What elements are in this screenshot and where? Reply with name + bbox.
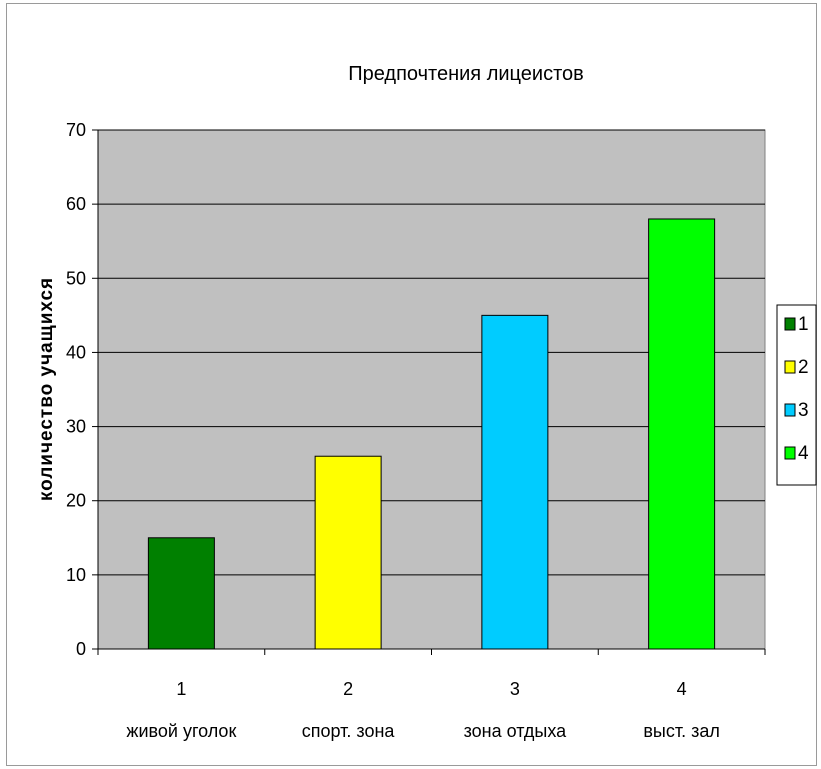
y-tick-label: 50 [66, 268, 86, 288]
x-tick-labels: 1 2 3 4 [176, 679, 686, 699]
legend-swatch [784, 317, 796, 331]
bar-2 [314, 455, 382, 650]
legend-label: 3 [798, 400, 809, 421]
bar-4 [648, 218, 716, 650]
category-name: живой уголок [126, 721, 236, 741]
category-name: выст. зал [643, 721, 720, 741]
y-axis-label: количество учащихся [36, 277, 57, 501]
category-names: живой уголок спорт. зона зона отдыха выст. … [126, 721, 719, 741]
y-tick-label: 0 [76, 639, 86, 659]
x-tick-label: 3 [510, 679, 520, 699]
y-tick-label: 40 [66, 342, 86, 362]
x-tick-label: 4 [677, 679, 687, 699]
category-name: зона отдыха [464, 721, 568, 741]
x-tick-label: 1 [176, 679, 186, 699]
legend-label: 4 [798, 443, 809, 464]
x-tick-label: 2 [343, 679, 353, 699]
y-tick-label: 30 [66, 417, 86, 437]
y-tick-label: 10 [66, 565, 86, 585]
legend-label: 1 [798, 314, 809, 335]
y-tick-labels: 0 10 20 30 40 50 60 70 [66, 120, 86, 659]
bars [147, 218, 716, 650]
category-name: спорт. зона [302, 721, 396, 741]
legend-label: 2 [798, 357, 809, 378]
legend-box [776, 304, 817, 486]
legend: 1 2 3 4 [776, 304, 817, 486]
legend-swatch [784, 446, 796, 460]
y-tick-label: 20 [66, 491, 86, 511]
bar-3 [481, 314, 549, 650]
chart-title: Предпочтения лицеистов [348, 63, 584, 85]
y-tick-label: 60 [66, 194, 86, 214]
y-tick-label: 70 [66, 120, 86, 140]
legend-swatch [784, 403, 796, 417]
bar-1 [147, 537, 215, 650]
legend-swatch [784, 360, 796, 374]
